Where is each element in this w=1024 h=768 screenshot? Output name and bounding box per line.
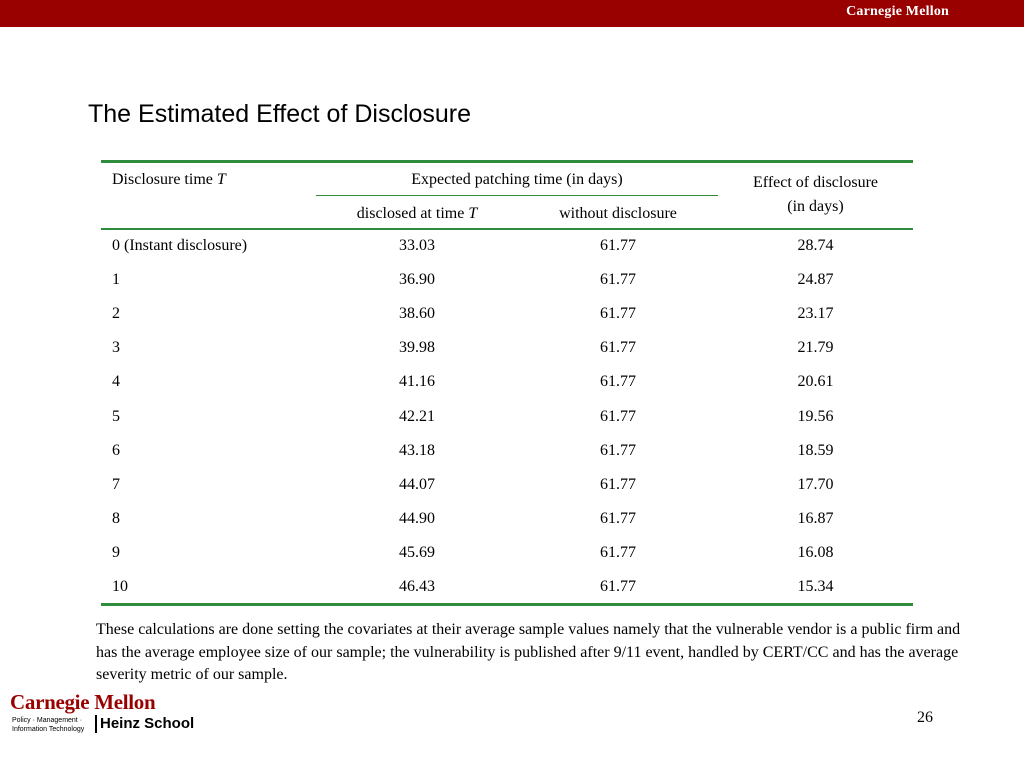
cell-disclosed: 33.03: [399, 237, 435, 254]
cell-disclosure-time: 7: [112, 475, 120, 493]
table-top-rule: [101, 160, 913, 163]
cell-effect: 19.56: [797, 407, 834, 425]
cell-without: 61.77: [600, 578, 636, 595]
header-without-disclosure: without disclosure: [559, 205, 677, 222]
logo-subtitle: Policy · Management · Information Techno…: [12, 717, 85, 733]
slide-title: The Estimated Effect of Disclosure: [88, 100, 472, 128]
cell-disclosed: 43.18: [399, 441, 435, 459]
cell-effect: 16.87: [797, 509, 834, 527]
header-disclosure-time: Disclosure time T: [112, 171, 226, 188]
cell-effect: 21.79: [797, 339, 834, 357]
cell-disclosed: 36.90: [399, 271, 435, 289]
cell-without: 61.77: [600, 441, 636, 459]
logo-school-text: Heinz School: [100, 715, 195, 732]
cell-disclosed: 41.16: [399, 373, 435, 391]
footnote: These calculations are done setting the …: [96, 621, 961, 683]
cell-without: 61.77: [600, 339, 636, 357]
table-row: 0 (Instant disclosure) 33.03 61.77 28.74: [101, 237, 913, 271]
cell-disclosure-time: 8: [112, 509, 120, 527]
cell-disclosed: 44.07: [399, 475, 435, 493]
table-bottom-rule: [101, 603, 913, 606]
cell-effect: 24.87: [797, 271, 834, 289]
cell-disclosed: 44.90: [399, 509, 435, 527]
cell-without: 61.77: [600, 237, 636, 254]
header-effect-of-disclosure: Effect of disclosure (in days): [753, 174, 878, 215]
table-row: 2 38.60 61.77 23.17: [101, 305, 913, 339]
cell-disclosure-time: 3: [112, 339, 120, 357]
cell-disclosure-time: 2: [112, 305, 120, 323]
cell-disclosed: 42.21: [399, 407, 435, 425]
header-brand: Carnegie Mellon: [846, 4, 949, 19]
table-row: 8 44.90 61.77 16.87: [101, 510, 913, 544]
table-row: 3 39.98 61.77 21.79: [101, 339, 913, 373]
header-disclosed-at-time: disclosed at time T: [356, 205, 478, 222]
cell-without: 61.77: [600, 475, 636, 493]
cell-disclosure-time: 1: [112, 271, 120, 289]
cell-disclosure-time: 4: [112, 373, 120, 391]
cell-without: 61.77: [600, 407, 636, 425]
cell-effect: 20.61: [797, 373, 834, 391]
cell-disclosure-time: 9: [112, 543, 120, 561]
table-row: 10 46.43 61.77 15.34: [101, 578, 913, 612]
cell-effect: 23.17: [797, 305, 834, 323]
table-group-rule: [316, 195, 718, 196]
logo-divider: [95, 715, 97, 733]
cell-disclosure-time: 10: [112, 578, 128, 595]
cell-disclosed: 38.60: [399, 305, 435, 323]
table-row: 7 44.07 61.77 17.70: [101, 476, 913, 510]
cell-disclosed: 39.98: [399, 339, 435, 357]
header-expected-patching: Expected patching time (in days): [411, 171, 623, 188]
cell-disclosure-time: 5: [112, 407, 120, 425]
cell-effect: 17.70: [797, 475, 834, 493]
cell-effect: 16.08: [797, 543, 834, 561]
cmu-heinz-logo: Carnegie Mellon Policy · Management · In…: [10, 690, 194, 733]
cell-effect: 15.34: [797, 578, 834, 595]
table-row: 4 41.16 61.77 20.61: [101, 373, 913, 407]
cell-without: 61.77: [600, 543, 636, 561]
cell-without: 61.77: [600, 271, 636, 289]
cell-effect: 18.59: [797, 441, 834, 459]
cell-disclosure-time: 0 (Instant disclosure): [112, 237, 248, 254]
cell-without: 61.77: [600, 373, 636, 391]
page-number: 26: [917, 709, 933, 726]
cell-disclosed: 45.69: [399, 543, 435, 561]
table-row: 9 45.69 61.77 16.08: [101, 544, 913, 578]
table-row: 6 43.18 61.77 18.59: [101, 442, 913, 476]
logo-cmu-text: Carnegie Mellon: [10, 690, 156, 714]
table-header-rule: [101, 228, 913, 230]
cell-without: 61.77: [600, 305, 636, 323]
table-row: 1 36.90 61.77 24.87: [101, 271, 913, 305]
cell-disclosure-time: 6: [112, 441, 120, 459]
top-bar: Carnegie Mellon: [0, 0, 1024, 27]
cell-disclosed: 46.43: [399, 578, 435, 595]
table-row: 5 42.21 61.77 19.56: [101, 408, 913, 442]
cell-effect: 28.74: [797, 237, 834, 254]
cell-without: 61.77: [600, 509, 636, 527]
